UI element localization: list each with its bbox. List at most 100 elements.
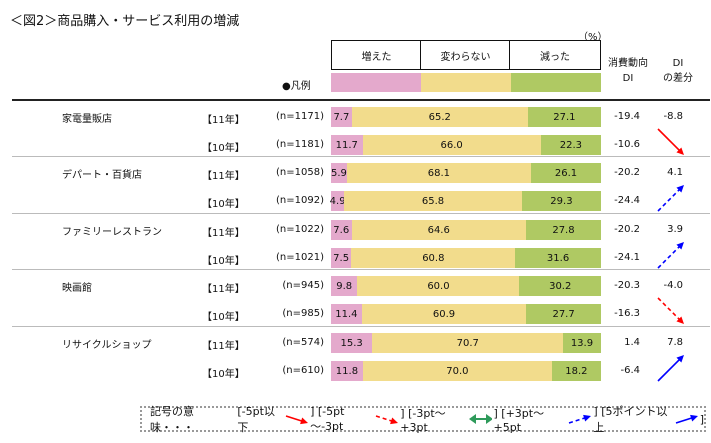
bar-segment-same: 60.0	[357, 276, 520, 296]
di-value: -20.2	[614, 224, 640, 235]
trend-arrow-icon	[657, 185, 684, 212]
bar-value-label: 60.0	[427, 280, 450, 292]
bar-value-label: 22.3	[559, 139, 583, 151]
bar-segment-decrease: 29.3	[521, 191, 601, 211]
bar-value-label: 9.8	[336, 280, 353, 292]
legend-arrow-icon	[376, 415, 399, 425]
symbol-legend-prefix: 記号の意味・・・	[150, 405, 194, 434]
year-label: 【10年】	[202, 369, 245, 380]
header-divider	[12, 99, 710, 101]
symbol-legend-item: ] [5ポイント以上	[593, 405, 668, 434]
bar-value-label: 29.3	[550, 195, 573, 207]
bar-segment-decrease: 27.7	[526, 304, 601, 324]
bar-segment-decrease: 13.9	[563, 333, 601, 353]
di-value: -24.4	[614, 195, 640, 206]
di-diff-value: -4.0	[663, 280, 683, 291]
bar-value-label: 64.6	[427, 224, 450, 236]
bar-segment-increase: 11.8	[331, 361, 363, 381]
bar-value-label: 11.7	[335, 139, 358, 151]
bar-value-label: 13.9	[570, 337, 594, 349]
symbol-legend-item: ] [-3pt～+3pt	[400, 406, 446, 434]
bar-value-label: 70.0	[446, 365, 469, 377]
bar-value-label: 70.7	[456, 337, 479, 349]
bar-segment-increase: 15.3	[331, 333, 373, 353]
trend-arrow-icon	[657, 128, 684, 155]
bar-value-label: 7.7	[333, 111, 350, 123]
category-label: リサイクルショップ	[62, 340, 152, 351]
group-divider	[12, 326, 710, 327]
bar-segment-same: 65.2	[351, 107, 528, 127]
sample-size: (n=610)	[282, 365, 324, 376]
group-divider	[12, 269, 710, 270]
category-label: ファミリーレストラン	[62, 227, 162, 238]
di-value: -6.4	[620, 365, 640, 376]
bar-segment-same: 68.1	[346, 163, 531, 183]
di-value: 1.4	[624, 337, 640, 348]
bar-value-label: 65.2	[428, 111, 451, 123]
category-label: 家電量販店	[62, 114, 112, 125]
legend-label: ●凡例	[282, 81, 311, 92]
bar-segment-increase: 5.9	[331, 163, 347, 183]
sample-size: (n=1092)	[276, 195, 324, 206]
symbol-legend-item: ] [-5pt～-3pt	[310, 404, 345, 433]
trend-arrow-icon	[657, 242, 684, 269]
bar-segment-increase: 9.8	[331, 276, 358, 296]
di-diff-value: 7.8	[667, 337, 683, 348]
bar-value-label: 27.8	[552, 224, 575, 236]
bar-value-label: 15.3	[340, 337, 363, 349]
header-di: 消費動向 DI	[605, 56, 651, 86]
year-label: 【11年】	[202, 115, 245, 126]
legend-swatch-decrease	[511, 73, 601, 92]
bar-segment-increase: 7.5	[331, 248, 352, 268]
bar-segment-same: 70.0	[362, 361, 552, 381]
di-value: -10.6	[614, 139, 640, 150]
sample-size: (n=985)	[282, 308, 324, 319]
di-value: -20.3	[614, 280, 640, 291]
bar-segment-decrease: 26.1	[530, 163, 602, 183]
bar-value-label: 18.2	[565, 365, 588, 377]
bar-value-label: 26.1	[554, 167, 578, 179]
header-diff-line1: DI	[672, 58, 684, 69]
category-label: デパート・百貨店	[62, 170, 142, 181]
bar-value-label: 68.1	[427, 167, 450, 179]
di-value: -20.2	[614, 167, 640, 178]
bar-value-label: 27.1	[553, 111, 576, 123]
year-label: 【11年】	[202, 284, 245, 295]
bar-segment-same: 70.7	[372, 333, 564, 353]
symbol-legend-suffix: ]	[699, 412, 705, 426]
header-same: 変わらない	[420, 40, 511, 70]
bar-value-label: 11.4	[335, 308, 358, 320]
year-label: 【10年】	[202, 312, 245, 323]
chart-title: ＜図2＞商品購入・サービス利用の増減	[10, 14, 240, 29]
header-di-line2: DI	[622, 73, 634, 84]
bar-value-label: 5.9	[331, 167, 347, 179]
bar-segment-decrease: 31.6	[515, 248, 601, 268]
year-label: 【10年】	[202, 256, 245, 267]
di-value: -24.1	[614, 252, 640, 263]
sample-size: (n=574)	[282, 337, 324, 348]
sample-size: (n=945)	[282, 280, 324, 291]
bar-value-label: 60.8	[422, 252, 445, 264]
bar-value-label: 31.6	[546, 252, 570, 264]
bar-segment-same: 65.8	[344, 191, 522, 211]
trend-arrow-icon	[657, 355, 684, 382]
bar-value-label: 30.2	[549, 280, 572, 292]
bar-segment-decrease: 18.2	[551, 361, 601, 381]
unit-label: （%）	[578, 32, 608, 43]
header-di-line1: 消費動向	[608, 58, 648, 69]
di-value: -19.4	[614, 111, 640, 122]
bar-value-label: 65.8	[421, 195, 445, 207]
header-decrease: 減った	[509, 40, 601, 70]
bar-value-label: 66.0	[440, 139, 463, 151]
bar-segment-increase: 4.9	[330, 191, 346, 211]
bar-segment-increase: 11.7	[331, 135, 363, 155]
trend-arrow-icon	[657, 297, 684, 324]
group-divider	[12, 156, 710, 157]
year-label: 【10年】	[202, 199, 245, 210]
bar-segment-decrease: 27.1	[527, 107, 601, 127]
year-label: 【11年】	[202, 171, 245, 182]
bar-segment-same: 60.9	[361, 304, 527, 324]
bar-value-label: 7.6	[333, 224, 350, 236]
bar-segment-same: 66.0	[362, 135, 541, 155]
